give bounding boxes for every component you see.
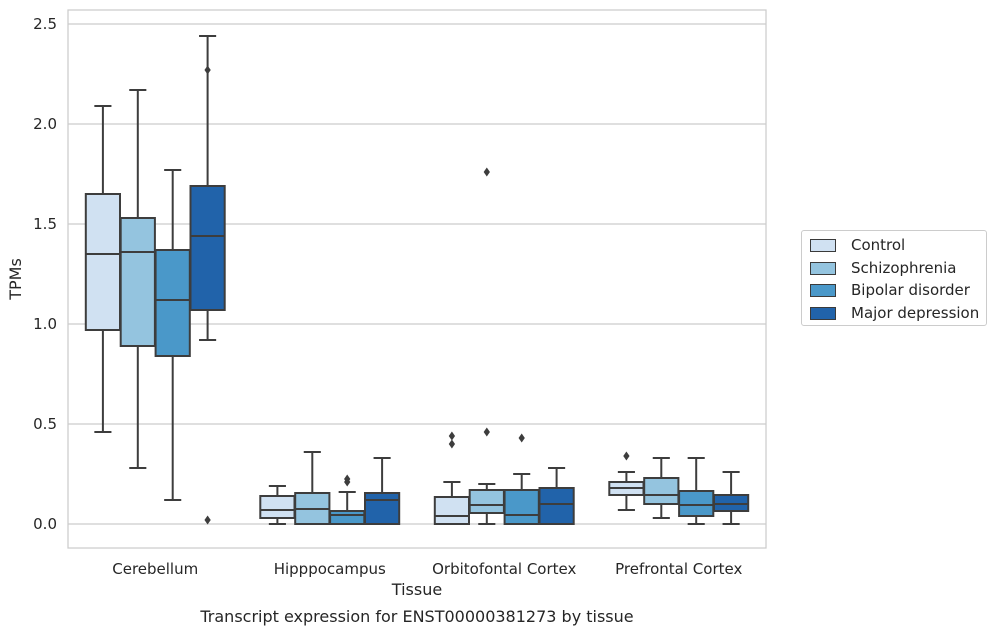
box-plots	[84, 35, 750, 525]
outlier-point	[518, 433, 525, 443]
box-body	[503, 489, 540, 525]
legend-item-major-depression: Major depression	[810, 303, 979, 323]
outlier-point	[483, 427, 490, 437]
box-body	[259, 495, 296, 519]
box-body	[154, 249, 191, 357]
legend-swatch-control	[810, 238, 836, 252]
outlier-point	[204, 515, 211, 525]
x-tick-label: Hipppocampus	[274, 560, 386, 578]
box-3-3	[712, 471, 750, 525]
box-2-1	[329, 474, 366, 525]
legend-item-schizophrenia: Schizophrenia	[810, 258, 956, 278]
y-tick-label: 0.0	[33, 515, 57, 533]
box-1-0	[119, 89, 156, 469]
legend-swatch-schizophrenia	[810, 261, 836, 275]
legend-label-major-depression: Major depression	[851, 304, 980, 322]
y-tick-label: 1.5	[33, 215, 57, 233]
box-1-3	[643, 457, 680, 519]
x-tick-label: Cerebellum	[112, 560, 198, 578]
box-body	[643, 477, 680, 505]
box-body	[433, 496, 471, 525]
legend-label-control: Control	[851, 236, 906, 254]
box-3-2	[538, 467, 575, 525]
legend-item-control: Control	[810, 235, 905, 255]
box-0-2	[433, 431, 471, 525]
outlier-point	[623, 451, 630, 461]
y-axis-label: TPMs	[6, 258, 25, 301]
y-tick-label: 2.5	[33, 15, 57, 33]
outlier-point	[448, 439, 456, 449]
box-body	[329, 510, 366, 525]
outlier-point	[344, 474, 351, 484]
legend: Control Schizophrenia Bipolar disorder M…	[801, 230, 987, 326]
box-body	[538, 487, 575, 525]
box-body	[468, 489, 505, 514]
outlier-point	[483, 167, 490, 177]
legend-label-schizophrenia: Schizophrenia	[851, 259, 957, 277]
box-body	[363, 492, 401, 525]
box-body	[84, 193, 122, 331]
outlier-point	[448, 431, 456, 441]
box-0-3	[608, 451, 645, 511]
y-tick-label: 1.0	[33, 315, 57, 333]
chart-caption: Transcript expression for ENST0000038127…	[199, 607, 633, 626]
x-axis-label: Tissue	[391, 580, 442, 599]
box-2-3	[678, 457, 715, 525]
outlier-point	[204, 65, 211, 75]
box-3-1	[363, 457, 401, 525]
y-tick-labels: 0.0 0.5 1.0 1.5 2.0 2.5	[33, 15, 57, 533]
x-tick-label: Prefrontal Cortex	[615, 560, 742, 578]
box-3-0	[189, 35, 226, 525]
box-1-2	[468, 167, 505, 525]
box-2-2	[503, 433, 540, 525]
legend-swatch-major-depression	[810, 306, 836, 320]
box-0-1	[259, 485, 296, 525]
box-1-1	[294, 451, 331, 525]
y-tick-label: 2.0	[33, 115, 57, 133]
box-body	[119, 217, 156, 347]
box-2-0	[154, 169, 191, 501]
y-tick-label: 0.5	[33, 415, 57, 433]
plot-frame	[67, 9, 767, 549]
x-tick-label: Orbitofontal Cortex	[432, 560, 576, 578]
legend-label-bipolar-disorder: Bipolar disorder	[851, 281, 970, 299]
box-0-0	[84, 105, 122, 433]
box-body	[189, 185, 226, 311]
legend-item-bipolar-disorder: Bipolar disorder	[810, 280, 970, 300]
legend-swatch-bipolar-disorder	[810, 283, 836, 297]
box-body	[678, 490, 715, 517]
x-tick-labels: Cerebellum Hipppocampus Orbitofontal Corte…	[112, 560, 742, 578]
